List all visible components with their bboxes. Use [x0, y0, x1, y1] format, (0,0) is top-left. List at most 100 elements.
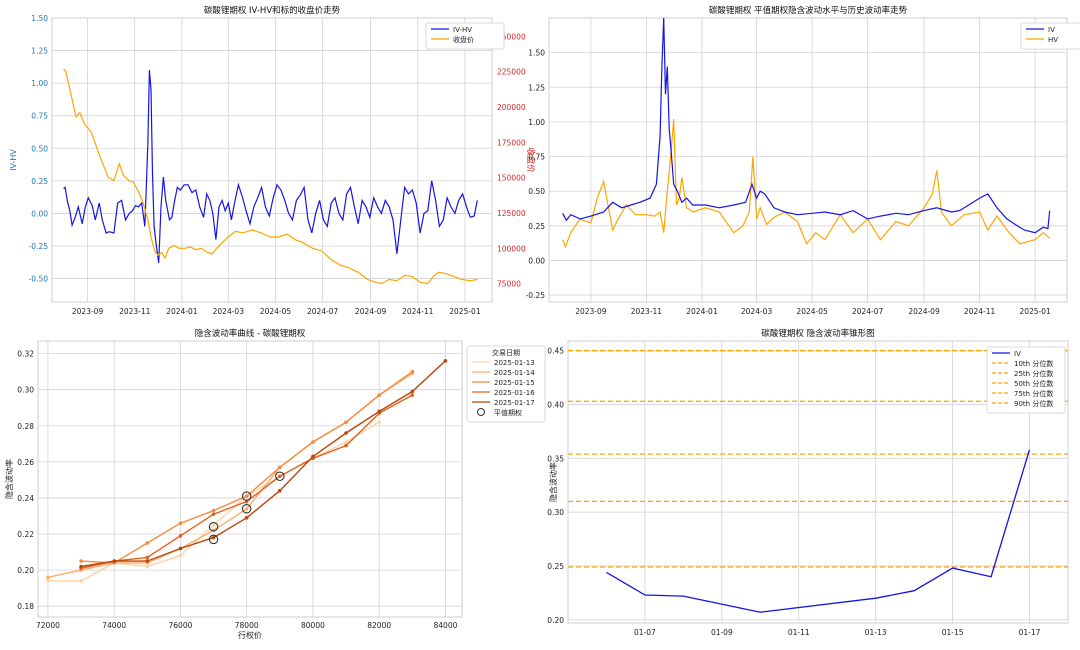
smile-point-2025-01-17	[311, 454, 315, 459]
smile-point-2025-01-15	[344, 420, 348, 424]
y-axis-label: 隐含波动率	[548, 462, 558, 502]
legend-2: 交易日期 2025-01-13 2025-01-14 2025-01-15 2025-0…	[466, 345, 546, 423]
y-tick-label: 0.00	[528, 256, 545, 265]
y-tick-label: 0.35	[547, 454, 564, 463]
smile-point-2025-01-15	[79, 559, 83, 563]
smile-point-2025-01-13	[211, 523, 216, 527]
legend-entry-4: 2025-01-17	[494, 399, 535, 407]
y-tick-label: -0.50	[29, 275, 49, 284]
smile-point-2025-01-17	[377, 409, 381, 414]
y-tick-label: 0.18	[17, 602, 34, 611]
series-line-iv	[606, 449, 1031, 613]
y-tick-label: 1.00	[528, 118, 545, 127]
y-tick-label: 0.30	[547, 508, 564, 517]
y-tick-label: 0.20	[547, 616, 564, 625]
chart-iv-vs-hv: -0.25 0.00 0.25 0.50 0.75 1.00 1.25 1.50 2023-09…	[526, 5, 1080, 316]
smile-point-2025-01-13	[178, 553, 183, 558]
y-tick-label: 0.25	[31, 177, 48, 186]
smile-point-2025-01-16	[145, 555, 150, 560]
smile-point-2025-01-15	[377, 393, 381, 397]
smile-point-2025-01-17	[344, 431, 348, 435]
y-right-tick-label: 250000	[497, 32, 526, 41]
chart-title-3: 碳酸锂期权 隐含波动率锥形图	[761, 328, 874, 339]
legend-entry-0: IV	[1048, 26, 1055, 34]
smile-point-2025-01-15	[145, 541, 150, 545]
atm-marker-3	[241, 504, 252, 514]
x-tick-label: 2024-09	[908, 307, 940, 316]
x-tick-label: 01-07	[634, 628, 656, 637]
legend-entry-0: IV-HV	[453, 26, 472, 34]
legend-entry-3: 2025-01-16	[494, 389, 535, 397]
legend-entry-4: 75th 分位数	[1014, 389, 1053, 398]
atm-marker-2	[241, 491, 252, 501]
smile-point-2025-01-15	[311, 440, 315, 444]
y-tick-label: 0.75	[31, 112, 48, 121]
smile-point-2025-01-15	[244, 494, 249, 498]
smile-point-2025-01-17	[79, 564, 83, 569]
atm-marker-0	[208, 522, 219, 532]
x-tick-label: 2024-11	[964, 307, 996, 316]
smile-point-2025-01-16	[278, 474, 282, 479]
smile-point-2025-01-17	[145, 559, 150, 563]
x-tick-label: 2024-03	[213, 307, 245, 316]
x-tick-label: 2024-07	[307, 307, 339, 316]
x-tick-label: 2025-01	[449, 307, 481, 316]
legend-entry-1: 收盘价	[453, 35, 474, 44]
series-line-hv	[562, 119, 1051, 249]
legend-entry-5: 90th 分位数	[1014, 399, 1053, 408]
legend-title: 交易日期	[492, 348, 520, 357]
series-line-iv	[562, 17, 1051, 234]
y-tick-label: 1.25	[31, 47, 48, 56]
x-tick-label: 01-09	[711, 628, 733, 637]
y-tick-label: 0.28	[17, 422, 34, 431]
x-tick-label: 01-11	[788, 628, 810, 637]
plot-frame-1	[548, 17, 1068, 303]
y-tick-label: 0.45	[547, 347, 564, 356]
chart-iv-hv-close: -0.50 -0.25 0.00 0.25 0.50 0.75 1.00 1.25 1.50 75…	[9, 5, 536, 316]
series-line-iv-hv	[63, 70, 478, 263]
x-tick-label: 2024-01	[686, 307, 718, 316]
smile-point-2025-01-15	[410, 369, 415, 374]
legend-entry-2: 25th 分位数	[1014, 369, 1053, 378]
legend-entry-0: IV	[1014, 350, 1021, 358]
chart-iv-cone: 0.20 0.25 0.30 0.35 0.40 0.45 01-07 01-09 01-11 0…	[547, 328, 1069, 637]
smile-point-2025-01-17	[211, 535, 216, 540]
legend-entry-2: 2025-01-15	[494, 379, 535, 387]
chart-title-2: 隐含波动率曲线 - 碳酸锂期权	[195, 328, 306, 339]
legend-entry-3: 50th 分位数	[1014, 379, 1053, 388]
smile-point-2025-01-13	[79, 579, 83, 583]
smile-point-2025-01-17	[244, 515, 249, 520]
x-tick-label: 2024-01	[166, 307, 198, 316]
plot-frame-0	[51, 17, 493, 303]
smile-point-2025-01-16	[344, 443, 348, 448]
smile-point-2025-01-16	[410, 393, 415, 397]
y-right-tick-label: 100000	[497, 244, 526, 253]
x-tick-label: 74000	[102, 621, 126, 630]
smile-point-2025-01-17	[112, 559, 116, 563]
plot-frame-3	[567, 340, 1069, 624]
smile-point-2025-01-16	[211, 512, 216, 516]
y-right-tick-label: 125000	[497, 209, 526, 218]
x-tick-label: 2024-11	[402, 307, 434, 316]
smile-point-2025-01-13	[344, 440, 348, 444]
y-tick-label: 0.40	[547, 401, 564, 410]
legend-box	[466, 345, 546, 423]
smile-point-2025-01-15	[211, 508, 216, 513]
legend-entry-5: 平值期权	[494, 408, 522, 417]
y-right-tick-label: 175000	[497, 138, 526, 147]
x-tick-label: 01-13	[865, 628, 887, 637]
chart-title-0: 碳酸锂期权 IV-HV和标的收盘价走势	[204, 5, 341, 16]
x-tick-label: 2024-05	[260, 307, 292, 316]
x-tick-label: 01-17	[1019, 628, 1041, 637]
x-tick-label: 76000	[169, 621, 193, 630]
y-right-tick-label: 75000	[497, 280, 521, 289]
y-tick-label: 1.00	[31, 79, 48, 88]
x-tick-label: 2024-05	[796, 307, 828, 316]
smile-point-2025-01-15	[278, 465, 282, 470]
smile-point-2025-01-17	[443, 359, 448, 363]
smile-point-2025-01-13	[377, 420, 381, 424]
y-tick-label: 0.26	[17, 458, 34, 467]
x-tick-label: 2023-11	[631, 307, 663, 316]
